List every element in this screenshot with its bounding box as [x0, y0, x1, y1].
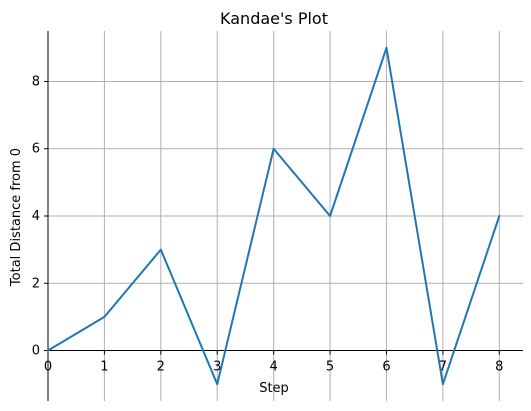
y-tick-label-3: 6	[32, 142, 40, 157]
x-tick-label-6: 6	[382, 360, 390, 375]
series-layer	[47, 46, 501, 386]
y-tick-label-2: 4	[32, 209, 40, 224]
y-axis-label: Total Distance from 0	[9, 148, 24, 287]
x-tick-label-8: 8	[495, 360, 503, 375]
chart-title: Kandae's Plot	[220, 9, 328, 28]
x-tick-label-4: 4	[270, 360, 278, 375]
y-tick-label-4: 8	[32, 74, 40, 89]
x-tick-label-7: 7	[439, 360, 447, 375]
y-tick-label-1: 2	[32, 276, 40, 291]
x-tick-label-5: 5	[326, 360, 334, 375]
x-tick-label-0: 0	[44, 360, 52, 375]
y-tick-label-0: 0	[32, 344, 40, 359]
series-line	[47, 46, 501, 386]
axes	[44, 31, 523, 401]
x-tick-label-3: 3	[213, 360, 221, 375]
tick-labels: 0 1 2 3 4 5 6 7 8 0 2 4 6 8	[32, 74, 504, 374]
x-axis-label: Step	[259, 381, 289, 396]
grid-lines	[47, 31, 523, 401]
x-tick-label-2: 2	[157, 360, 165, 375]
x-tick-label-1: 1	[100, 360, 108, 375]
